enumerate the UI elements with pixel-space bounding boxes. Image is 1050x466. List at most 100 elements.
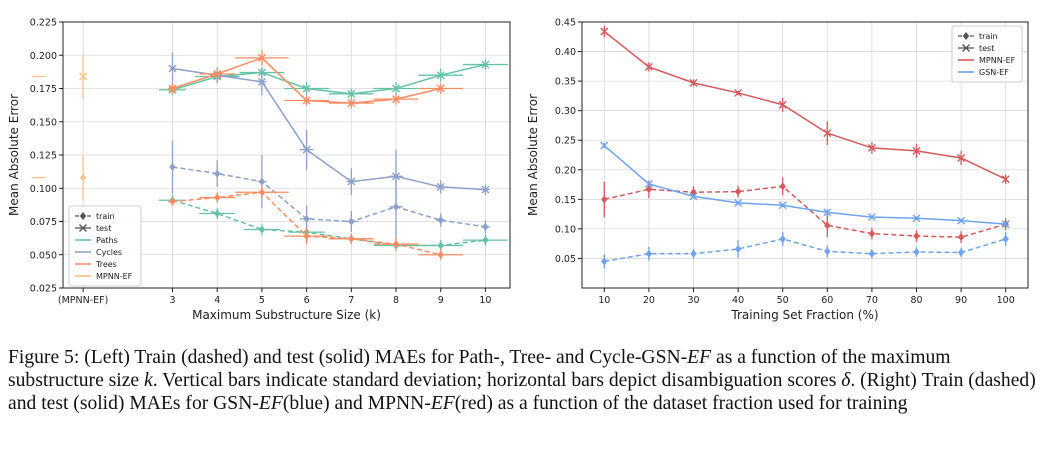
data-point <box>957 216 966 225</box>
data-point <box>214 209 221 218</box>
x-tick-label: 8 <box>393 295 399 306</box>
data-point <box>213 69 222 78</box>
legend-item: test <box>958 44 994 53</box>
legend-box <box>951 25 1023 83</box>
x-tick-label: 3 <box>169 295 175 306</box>
data-point <box>734 198 743 207</box>
legend-label: MPNN-EF <box>979 56 1016 65</box>
data-point <box>644 179 653 188</box>
legend-label: train <box>96 212 115 221</box>
x-tick-label: 5 <box>259 295 265 306</box>
y-tick-label: 0.100 <box>30 184 57 195</box>
data-point <box>823 208 832 217</box>
x-tick-label: 9 <box>438 295 444 306</box>
x-tick-label: 90 <box>955 295 967 306</box>
caption-segment: (red) as a function of the dataset fract… <box>454 393 908 414</box>
legend-label: test <box>979 44 994 53</box>
data-point <box>169 197 176 206</box>
series-line <box>603 30 1007 180</box>
legend-item: train <box>75 212 115 221</box>
legend-item: test <box>75 224 111 233</box>
x-tick-label: 7 <box>348 295 354 306</box>
x-tick-label: 40 <box>732 295 744 306</box>
data-point <box>482 222 489 231</box>
data-point <box>436 71 445 80</box>
data-point <box>778 100 787 109</box>
data-point <box>601 257 608 266</box>
caption-segment: δ <box>841 370 851 391</box>
data-point <box>823 129 832 138</box>
data-point <box>912 214 921 223</box>
series-line <box>172 67 486 191</box>
x-tick-label: 20 <box>643 295 655 306</box>
data-point <box>867 213 876 222</box>
series-mpnn-ef-test <box>600 25 1010 184</box>
data-point <box>169 162 176 171</box>
legend-item: train <box>958 32 998 41</box>
legend-item: Trees <box>75 260 117 269</box>
y-axis-label: Mean Absolute Error <box>526 94 540 216</box>
data-point <box>257 53 266 62</box>
data-point <box>913 231 920 240</box>
legend-item: MPNN-EF <box>75 272 133 281</box>
data-point <box>257 77 266 86</box>
series-line <box>604 185 1006 238</box>
caption-segment: . (Right) Train (dashed) and test (solid… <box>8 370 1036 414</box>
data-point <box>734 187 742 196</box>
y-tick-label: 0.200 <box>30 51 57 62</box>
data-point <box>824 247 831 256</box>
y-tick-label: 0.35 <box>555 77 576 88</box>
y-axis-label: Mean Absolute Error <box>7 94 21 216</box>
series-trees-test <box>168 49 464 109</box>
data-point <box>867 143 876 152</box>
legend-item: Cycles <box>75 248 122 257</box>
data-point <box>481 185 490 194</box>
data-point <box>689 192 698 201</box>
data-point <box>868 249 876 258</box>
y-tick-label: 0.050 <box>30 250 57 261</box>
legend-marker <box>79 212 87 220</box>
data-point <box>392 202 400 211</box>
series-line <box>603 144 1006 225</box>
figure-caption: Figure 5: (Left) Train (dashed) and test… <box>8 346 1044 415</box>
data-point <box>957 233 965 242</box>
data-point <box>79 173 87 182</box>
y-tick-label: 0.175 <box>30 84 57 95</box>
series-line <box>172 166 486 228</box>
data-point <box>912 146 921 155</box>
data-point <box>734 244 742 253</box>
data-point <box>258 177 266 186</box>
data-point <box>1001 220 1010 229</box>
data-point <box>437 216 444 225</box>
caption-label: Figure 5: <box>8 347 80 368</box>
data-point <box>347 89 356 98</box>
x-tick-label: 4 <box>214 295 220 306</box>
caption-segment: k <box>144 370 153 391</box>
legend-marker <box>962 32 970 40</box>
data-point <box>258 225 266 234</box>
legend-label: GSN-EF <box>979 68 1009 77</box>
y-tick-label: 0.10 <box>555 224 576 235</box>
data-point <box>779 234 786 243</box>
caption-segment: EF <box>430 393 455 414</box>
plot-frame <box>581 21 1029 289</box>
data-point <box>481 60 490 69</box>
y-tick-label: 0.025 <box>30 284 57 295</box>
data-point <box>348 234 355 243</box>
caption-segment: . Vertical bars indicate standard deviat… <box>152 370 842 391</box>
series-line <box>604 238 1006 263</box>
y-tick-label: 0.20 <box>555 165 576 176</box>
legend-label: MPNN-EF <box>96 272 133 281</box>
series-cycles-test <box>168 52 490 203</box>
y-tick-label: 0.40 <box>555 47 576 58</box>
figure: (MPNN-EF) 3 4 5 6 7 8 9 10 0.025 0.050 0.075 0.100 0.… <box>7 18 1029 322</box>
legend-box <box>68 205 142 287</box>
x-tick-label: 30 <box>687 295 699 306</box>
series-paths-test <box>159 59 508 100</box>
data-point <box>436 84 445 93</box>
legend-item: MPNN-EF <box>958 56 1016 65</box>
x-tick-label: 6 <box>304 295 310 306</box>
data-point <box>600 27 609 36</box>
data-point <box>690 249 697 258</box>
x-tick-label: 60 <box>821 295 833 306</box>
